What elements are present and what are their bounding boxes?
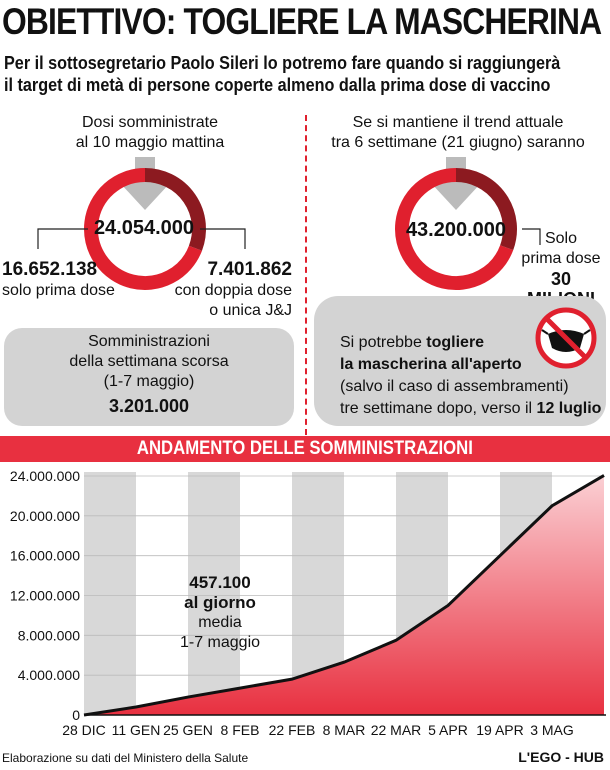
x-tick-labels: 28 DIC 11 GEN 25 GEN 8 FEB 22 FEB 8 MAR 22 MAR… <box>62 722 574 738</box>
chart-annotation: 457.100 al giorno media 1-7 maggio <box>160 573 280 653</box>
mask-line-3: (salvo il caso di assembramenti) <box>340 378 569 395</box>
mask-line-1: Si potrebbe togliere <box>340 332 601 354</box>
left-heading-line-1: Dosi somministrate <box>81 114 219 131</box>
double-dose-label-2: o unica J&J <box>209 302 292 319</box>
area-fill <box>84 475 604 715</box>
right-heading-line-2: tra 6 settimane (21 giugno) saranno <box>331 134 585 151</box>
y-tick-label: 12.000.000 <box>10 588 80 604</box>
week-band <box>188 472 240 715</box>
week-band <box>84 472 136 715</box>
first-dose-block: 16.652.138 solo prima dose <box>2 259 115 301</box>
x-tick-label: 5 APR <box>428 722 468 738</box>
left-second-dose-arc <box>144 168 206 251</box>
solo-label-2: prima dose <box>521 250 601 267</box>
leader-line-left <box>37 228 88 249</box>
left-total: 24.054.000 <box>93 217 195 239</box>
y-tick-label: 20.000.000 <box>10 508 80 524</box>
first-dose-label: solo prima dose <box>2 282 115 299</box>
x-tick-label: 19 APR <box>476 722 523 738</box>
double-dose-label-1: con doppia dose <box>174 282 292 299</box>
page-title: OBIETTIVO: TOGLIERE LA MASCHERINA <box>2 1 602 42</box>
panel-divider <box>305 115 307 435</box>
subtitle-line-2: il target di metà di persone coperte alm… <box>4 75 551 95</box>
right-second-dose-arc <box>455 168 517 251</box>
x-tick-label: 22 MAR <box>371 722 422 738</box>
left-donut-chart <box>84 168 206 290</box>
box-line-3: (1-7 maggio) <box>103 373 195 390</box>
leader-line-right <box>200 228 246 249</box>
x-tick-label: 22 FEB <box>269 722 316 738</box>
area-line <box>83 474 605 717</box>
annotation-line-2: al giorno <box>184 593 256 612</box>
weekly-doses-box: Somministrazioni della settimana scorsa … <box>4 328 294 426</box>
right-donut-chart <box>395 168 517 290</box>
right-heading-line-1: Se si mantiene il trend attuale <box>352 114 564 131</box>
subtitle: Per il sottosegretario Paolo Sileri lo p… <box>4 52 560 96</box>
leader-line-solo <box>522 228 541 245</box>
right-total: 43.200.000 <box>405 219 507 241</box>
mask-line-4-pre: tre settimane dopo, verso il <box>340 400 537 417</box>
chart-banner: ANDAMENTO DELLE SOMMINISTRAZIONI <box>0 436 610 462</box>
area-chart: 0 4.000.000 8.000.000 12.000.000 16.000.000 2… <box>10 468 606 738</box>
y-tick-label: 0 <box>72 707 80 723</box>
y-tick-label: 4.000.000 <box>18 667 80 683</box>
mask-line-1-pre: Si potrebbe <box>340 334 427 351</box>
first-dose-value: 16.652.138 <box>2 259 98 280</box>
x-tick-label: 8 MAR <box>323 722 366 738</box>
source-note: Elaborazione su dati del Ministero della… <box>2 751 249 765</box>
mask-line-4-bold: 12 luglio <box>536 400 602 417</box>
right-first-dose-arc <box>395 168 514 290</box>
x-tick-label: 11 GEN <box>112 722 161 738</box>
y-tick-label: 8.000.000 <box>18 627 80 643</box>
solo-label-1: Solo <box>544 230 578 247</box>
mask-line-2: la mascherina all'aperto <box>340 356 522 373</box>
left-first-dose-arc <box>84 168 202 290</box>
double-dose-value: 7.401.862 <box>207 259 292 280</box>
right-donut-graphic <box>395 157 541 290</box>
mask-line-4: tre settimane dopo, verso il 12 luglio <box>340 398 601 420</box>
credit: L'EGO - HUB <box>518 749 604 765</box>
mask-info-text: Si potrebbe togliere la mascherina all'a… <box>340 332 601 420</box>
subtitle-line-1: Per il sottosegretario Paolo Sileri lo p… <box>4 53 561 73</box>
down-arrow-icon <box>431 157 481 210</box>
x-tick-label: 25 GEN <box>163 722 213 738</box>
down-arrow-icon <box>120 157 170 210</box>
box-line-2: della settimana scorsa <box>69 353 229 370</box>
mask-line-1-bold: togliere <box>426 334 485 351</box>
x-tick-label: 8 FEB <box>221 722 260 738</box>
box-value: 3.201.000 <box>108 396 190 416</box>
chart-banner-text: ANDAMENTO DELLE SOMMINISTRAZIONI <box>137 438 473 459</box>
left-donut-graphic <box>37 157 246 290</box>
x-tick-label: 3 MAG <box>530 722 574 738</box>
no-mask-icon <box>535 307 597 369</box>
annotation-line-3: media <box>198 614 242 631</box>
x-tick-label: 28 DIC <box>62 722 106 738</box>
annotation-value: 457.100 <box>189 573 251 592</box>
double-dose-block: 7.401.862 con doppia dose o unica J&J <box>172 259 292 321</box>
right-heading: Se si mantiene il trend attuale tra 6 se… <box>318 113 598 153</box>
y-tick-label: 16.000.000 <box>10 548 80 564</box>
annotation-line-4: 1-7 maggio <box>179 634 261 651</box>
left-heading: Dosi somministrate al 10 maggio mattina <box>40 113 260 153</box>
left-heading-line-2: al 10 maggio mattina <box>75 134 225 151</box>
y-tick-labels: 0 4.000.000 8.000.000 12.000.000 16.000.000 2… <box>10 468 80 723</box>
y-tick-label: 24.000.000 <box>10 468 80 484</box>
box-line-1: Somministrazioni <box>88 333 210 350</box>
